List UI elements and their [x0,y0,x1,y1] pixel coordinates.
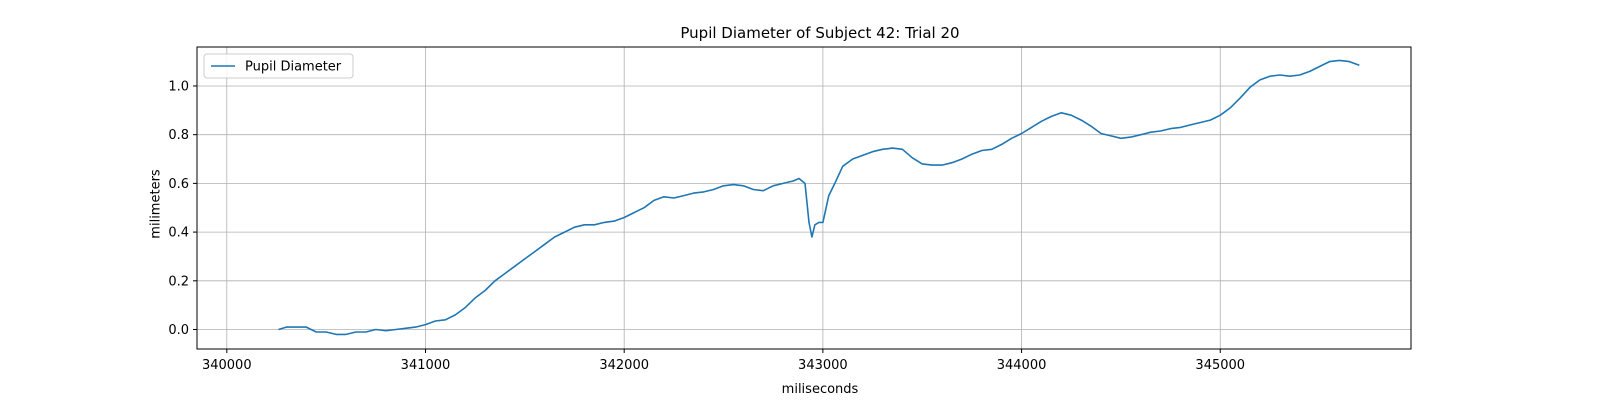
x-tick-label: 341000 [401,358,451,373]
x-tick-label: 344000 [997,358,1047,373]
series-line [278,59,1360,336]
y-tick-label: 1.0 [168,79,189,94]
y-tick-label: 0.4 [168,226,189,241]
y-tick-label: 0.0 [168,323,189,338]
y-tick-label: 0.8 [168,128,189,143]
chart-title: Pupil Diameter of Subject 42: Trial 20 [680,24,960,42]
legend-box [203,53,354,79]
y-tick-label: 0.6 [168,177,189,192]
legend-label: Pupil Diameter [245,60,342,75]
x-tick-label: 345000 [1195,358,1245,373]
x-axis-label: miliseconds [781,382,859,397]
x-tick-label: 340000 [202,358,252,373]
x-tick-label: 343000 [798,358,848,373]
x-tick-label: 342000 [599,358,649,373]
y-tick-label: 0.2 [168,274,189,289]
axes-frame [196,46,1412,350]
